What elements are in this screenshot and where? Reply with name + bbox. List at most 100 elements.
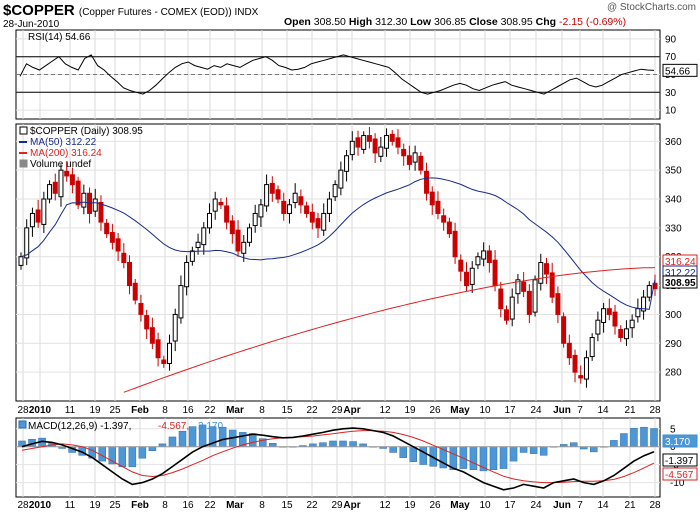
close-value: 308.95 (500, 16, 533, 28)
candle-body (81, 192, 87, 208)
price-value-label: 308.95 (665, 278, 696, 289)
price-tick-label: 290 (665, 339, 682, 350)
candle-body (275, 189, 281, 200)
candle-body (69, 174, 75, 186)
price-x-tick-label: 28 (649, 405, 661, 416)
candle-body (138, 302, 144, 315)
candle-body (35, 209, 41, 223)
candle-body (492, 259, 498, 287)
macd-x-tick-label: 25 (109, 500, 121, 511)
candle-body (246, 227, 252, 243)
candle-body (309, 211, 315, 223)
price-x-tick-label: 22 (204, 405, 216, 416)
macd-legend-swatch (18, 420, 27, 429)
macd-x-tick-label: 19 (404, 500, 416, 511)
candle-body (395, 137, 401, 148)
macd-value-label: -1.397 (665, 456, 694, 467)
candle-body (172, 313, 178, 342)
price-x-tick-label: 11 (65, 405, 76, 416)
macd-x-tick-label: 10 (479, 500, 491, 511)
candle-body (321, 212, 327, 231)
macd-histogram-bar (509, 446, 518, 462)
candle-body (606, 308, 612, 315)
price-panel (15, 123, 661, 402)
price-x-tick-label: 17 (504, 405, 516, 416)
chg-label: Chg (535, 16, 557, 28)
price-tick-label: 280 (665, 368, 682, 379)
macd-histogram-bar (138, 446, 147, 459)
rsi-title: RSI(14) 54.66 (28, 32, 91, 43)
macd-value-box (662, 467, 698, 481)
price-x-tick-label: 28 (17, 405, 29, 416)
candle-body (286, 204, 292, 214)
price-legend-entry: MA(50) 312.22 (30, 137, 97, 148)
macd-x-tick-label: 8 (162, 500, 168, 511)
macd-value-label: 3.170 (665, 437, 690, 448)
candle-body (498, 288, 504, 310)
candle-body (623, 328, 629, 340)
candle-body (595, 319, 601, 335)
candle-body (412, 152, 418, 163)
rsi-tick-label: 30 (665, 88, 677, 99)
macd-histogram-bar (399, 446, 407, 458)
price-legend-entry: Volume undef (30, 159, 91, 170)
macd-x-tick-label: Mar (226, 500, 244, 511)
chart-title: $COPPER (Copper Futures - COMEX (EOD)) I… (3, 2, 258, 19)
candle-body (578, 375, 584, 379)
macd-histogram-bar (118, 446, 127, 468)
candle-body (521, 281, 527, 292)
candle-body (349, 140, 355, 156)
candle-body (281, 200, 287, 214)
candle-body (561, 316, 567, 344)
candle-body (435, 200, 441, 214)
candle-body (41, 198, 47, 225)
macd-histogram-bar (319, 442, 327, 447)
candle-body (24, 227, 30, 259)
candle-body (401, 148, 407, 157)
candle-body (127, 262, 133, 287)
candle-body (526, 290, 532, 315)
rsi-current-value: 54.66 (665, 66, 690, 77)
candle-body (167, 342, 173, 364)
candle-body (52, 181, 58, 194)
price-x-tick-label: 2010 (29, 405, 52, 416)
candle-body (452, 230, 458, 258)
chg-value: -2.15 (-0.69%) (558, 16, 627, 28)
price-tick-label: 330 (665, 223, 682, 234)
rsi-tick-label: 70 (665, 52, 677, 63)
candle-body (583, 357, 589, 380)
price-x-tick-label: 22 (306, 405, 318, 416)
macd-histogram-bar (569, 442, 578, 447)
candle-body (418, 155, 424, 171)
price-x-tick-label: 16 (182, 405, 194, 416)
price-x-tick-label: May (450, 405, 470, 416)
macd-histogram-bar (519, 446, 528, 453)
price-tick-label: 340 (665, 195, 682, 206)
price-tick-label: 300 (665, 310, 682, 321)
candle-body (503, 309, 509, 321)
candle-body (481, 250, 487, 260)
price-x-tick-label: 10 (479, 405, 491, 416)
candle-body (384, 135, 390, 149)
macd-signal-line (21, 430, 655, 484)
ohlc-summary: Open 308.50 High 312.30 Low 306.85 Close… (284, 16, 626, 28)
candle-body (206, 212, 212, 229)
candle-body (344, 155, 350, 172)
price-x-tick-label: 8 (162, 405, 168, 416)
candle-body (446, 221, 452, 235)
candle-body (424, 170, 430, 194)
macd-histogram-bar (610, 440, 618, 447)
candle-body (195, 241, 201, 248)
candle-body (646, 285, 652, 298)
candle-body (629, 319, 635, 329)
symbol: $COPPER (3, 2, 75, 19)
price-value-label: 312.22 (665, 268, 696, 279)
candle-body (566, 342, 572, 359)
candle-body (47, 184, 53, 200)
candle-body (109, 231, 115, 243)
candle-body (29, 212, 35, 228)
macd-x-tick-label: 17 (504, 500, 516, 511)
macd-tick-label: 5 (670, 424, 676, 435)
price-tick-label: 350 (665, 166, 682, 177)
